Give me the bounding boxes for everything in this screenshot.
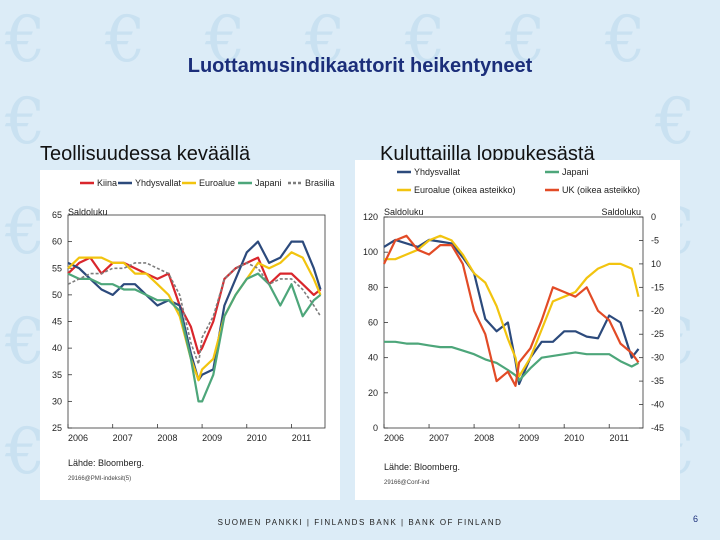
source-label: Lähde: Bloomberg.: [68, 458, 144, 468]
x-tick-label: 2008: [474, 433, 494, 443]
chart-legend: Yhdysvallat Japani Euroalue (oikea asteikk…: [397, 167, 640, 195]
y-axis-label: Saldoluku: [68, 207, 108, 217]
y-tick-label: 50: [52, 290, 62, 300]
y-tick-label: 80: [368, 282, 378, 292]
series-line-euroalue: [67, 251, 322, 382]
series-line-euroalue: [384, 234, 640, 378]
euro-watermark: €: [655, 85, 696, 159]
euro-watermark: €: [605, 3, 646, 77]
y-tick-label: 45: [52, 317, 62, 327]
y-axis-label: Saldoluku: [384, 207, 424, 217]
y-tick-label: 30: [52, 396, 62, 406]
y-tick-label: 20: [368, 388, 378, 398]
euro-watermark: €: [5, 195, 46, 269]
y-right-tick-label: -25: [651, 329, 664, 339]
subtitle-industry: Teollisuudessa keväällä: [40, 143, 251, 165]
y-right-tick-label: -30: [651, 353, 664, 363]
footer-bank-name: SUOMEN PANKKI | FINLANDS BANK | BANK OF …: [217, 518, 503, 527]
euro-watermark: €: [5, 3, 46, 77]
euro-watermark: €: [405, 3, 446, 77]
y-right-tick-label: -20: [651, 306, 664, 316]
legend-label: Japani: [255, 178, 282, 188]
euro-watermark: €: [5, 85, 46, 159]
x-tick-label: 2010: [247, 433, 267, 443]
euro-watermark: €: [205, 3, 246, 77]
legend-label: Euroalue (oikea asteikko): [414, 185, 516, 195]
legend-label: Euroalue: [199, 178, 235, 188]
y-tick-label: 100: [363, 247, 378, 257]
legend-label: Japani: [562, 167, 589, 177]
y-tick-label: 35: [52, 370, 62, 380]
euro-watermark: €: [5, 415, 46, 489]
y-tick-label: 25: [52, 423, 62, 433]
x-tick-label: 2009: [519, 433, 539, 443]
y-tick-label: 55: [52, 263, 62, 273]
subtitle-consumers: Kuluttajilla loppukesästä: [380, 143, 595, 165]
y-right-tick-label: -5: [651, 235, 659, 245]
y-tick-label: 0: [373, 423, 378, 433]
x-tick-label: 2008: [157, 433, 177, 443]
y-right-tick-label: -40: [651, 400, 664, 410]
legend-label: Yhdysvallat: [135, 178, 182, 188]
y-right-tick-label: -15: [651, 282, 664, 292]
slide-title: Luottamusindikaattorit heikentyneet: [187, 55, 533, 77]
series-line-japani: [384, 340, 640, 382]
x-tick-label: 2007: [429, 433, 449, 443]
series-line-uk: [383, 234, 640, 387]
page-number: 6: [693, 514, 699, 524]
y-tick-label: 60: [52, 237, 62, 247]
chart-legend: Kiina Yhdysvallat Euroalue Japani Brasilia: [80, 178, 335, 188]
euro-watermark: €: [505, 3, 546, 77]
euro-watermark: €: [105, 3, 146, 77]
y-right-tick-label: -45: [651, 423, 664, 433]
series-line-brasilia: [67, 262, 322, 365]
x-tick-label: 2007: [113, 433, 133, 443]
y-right-tick-label: -35: [651, 376, 664, 386]
industry-pmi-chart: Kiina Yhdysvallat Euroalue Japani Brasilia S…: [40, 170, 340, 500]
euro-watermark: €: [5, 305, 46, 379]
chart-footnote: 29166@Conf-ind: [384, 480, 429, 486]
y-tick-label: 120: [363, 212, 378, 222]
y-tick-label: 40: [368, 353, 378, 363]
source-label: Lähde: Bloomberg.: [384, 462, 460, 472]
x-tick-label: 2006: [68, 433, 88, 443]
x-tick-label: 2006: [384, 433, 404, 443]
legend-label: Brasilia: [305, 178, 335, 188]
x-tick-label: 2010: [564, 433, 584, 443]
x-tick-label: 2009: [202, 433, 222, 443]
chart-footnote: 29166@PMI-indeksit(5): [68, 476, 131, 482]
x-tick-label: 2011: [292, 433, 311, 443]
y-right-tick-label: 10: [651, 259, 661, 269]
y-tick-label: 65: [52, 210, 62, 220]
x-tick-label: 2011: [610, 433, 629, 443]
y-right-tick-label: 0: [651, 212, 656, 222]
chart-background: [40, 170, 340, 500]
euro-watermark: €: [305, 3, 346, 77]
consumer-confidence-chart: Yhdysvallat Japani Euroalue (oikea asteikk…: [355, 160, 680, 500]
y-tick-label: 60: [368, 318, 378, 328]
y-tick-label: 40: [52, 343, 62, 353]
legend-label: UK (oikea asteikko): [562, 185, 640, 195]
series-line-japani: [67, 272, 322, 403]
legend-label: Yhdysvallat: [414, 167, 461, 177]
y-axis-label-right: Saldoluku: [601, 207, 641, 217]
legend-label: Kiina: [97, 178, 117, 188]
